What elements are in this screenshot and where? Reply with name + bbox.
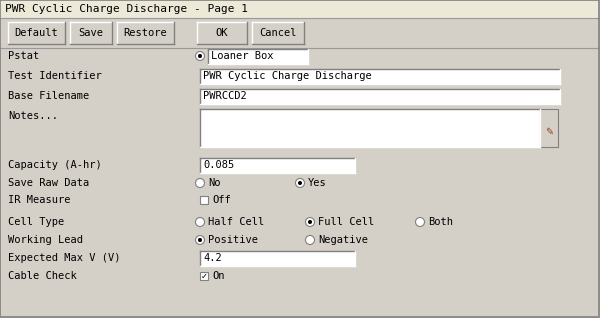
Text: 0.085: 0.085 xyxy=(203,160,234,170)
Text: Off: Off xyxy=(212,195,231,205)
Text: Full Cell: Full Cell xyxy=(318,217,374,227)
Bar xyxy=(208,49,308,64)
Text: On: On xyxy=(212,271,224,281)
Circle shape xyxy=(198,238,202,242)
Text: Cable Check: Cable Check xyxy=(8,271,77,281)
Text: Both: Both xyxy=(428,217,453,227)
Bar xyxy=(70,22,112,44)
Text: Default: Default xyxy=(14,28,58,38)
Bar xyxy=(200,69,560,84)
Text: Loaner Box: Loaner Box xyxy=(211,51,274,61)
Text: Yes: Yes xyxy=(308,178,327,188)
Bar xyxy=(200,196,208,204)
Circle shape xyxy=(305,236,314,245)
Bar xyxy=(200,272,208,280)
Text: Working Lead: Working Lead xyxy=(8,235,83,245)
Circle shape xyxy=(308,220,312,224)
Text: No: No xyxy=(208,178,221,188)
Bar xyxy=(117,22,174,44)
Text: Base Filename: Base Filename xyxy=(8,91,89,101)
Bar xyxy=(195,20,249,46)
Text: IR Measure: IR Measure xyxy=(8,195,71,205)
Circle shape xyxy=(196,52,205,60)
Circle shape xyxy=(298,181,302,185)
Text: Cell Type: Cell Type xyxy=(8,217,64,227)
Bar xyxy=(252,22,304,44)
Circle shape xyxy=(196,178,205,188)
Bar xyxy=(200,158,355,173)
Text: Save Raw Data: Save Raw Data xyxy=(8,178,89,188)
Circle shape xyxy=(296,178,305,188)
Bar xyxy=(0,0,600,18)
Circle shape xyxy=(198,54,202,58)
Text: Positive: Positive xyxy=(208,235,258,245)
Text: Save: Save xyxy=(79,28,104,38)
Bar xyxy=(200,251,355,266)
Text: ✓: ✓ xyxy=(200,272,208,281)
Text: Capacity (A-hr): Capacity (A-hr) xyxy=(8,160,102,170)
Bar xyxy=(200,89,560,104)
Text: Cancel: Cancel xyxy=(259,28,297,38)
Text: 4.2: 4.2 xyxy=(203,253,222,263)
Circle shape xyxy=(415,218,425,226)
Text: Test Identifier: Test Identifier xyxy=(8,71,102,81)
Text: Expected Max V (V): Expected Max V (V) xyxy=(8,253,121,263)
Text: Half Cell: Half Cell xyxy=(208,217,264,227)
Circle shape xyxy=(196,218,205,226)
Text: Restore: Restore xyxy=(124,28,167,38)
Text: Notes...: Notes... xyxy=(8,111,58,121)
Text: ✎: ✎ xyxy=(545,127,553,137)
Text: Pstat: Pstat xyxy=(8,51,39,61)
Circle shape xyxy=(196,236,205,245)
Text: PWR Cyclic Charge Discharge: PWR Cyclic Charge Discharge xyxy=(203,71,372,81)
Bar xyxy=(197,22,247,44)
Bar xyxy=(200,109,540,147)
Circle shape xyxy=(305,218,314,226)
Bar xyxy=(8,22,65,44)
Text: Negative: Negative xyxy=(318,235,368,245)
Text: PWRCCD2: PWRCCD2 xyxy=(203,91,247,101)
Bar xyxy=(540,109,558,147)
Text: OK: OK xyxy=(216,28,228,38)
Text: PWR Cyclic Charge Discharge - Page 1: PWR Cyclic Charge Discharge - Page 1 xyxy=(5,4,248,14)
